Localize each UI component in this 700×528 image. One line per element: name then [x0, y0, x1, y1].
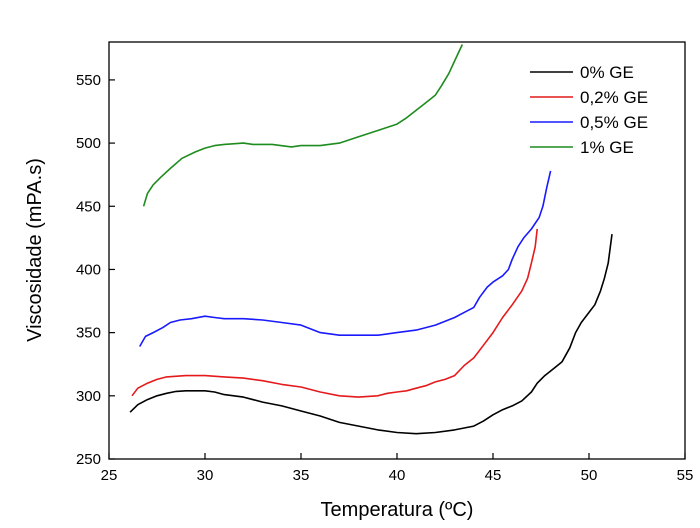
series-layer [129, 44, 613, 435]
legend-label-1: 0,2% GE [580, 88, 648, 107]
x-tick-label: 40 [389, 467, 406, 484]
legend: 0% GE 0,2% GE 0,5% GE 1% GE [530, 63, 648, 157]
y-tick-label: 300 [76, 388, 101, 405]
y-tick-label: 350 [76, 325, 101, 342]
y-tick-label: 400 [76, 261, 101, 278]
series-line-2 [139, 170, 552, 347]
x-tick-label: 45 [485, 467, 502, 484]
axis-ticks: 25 30 35 40 45 50 55 250 300 350 400 450 500 550 [76, 72, 693, 484]
legend-label-2: 0,5% GE [580, 113, 648, 132]
series-line-1 [131, 228, 538, 398]
legend-label-0: 0% GE [580, 63, 634, 82]
x-tick-label: 50 [581, 467, 598, 484]
x-axis-title: Temperatura (ºC) [321, 499, 474, 521]
x-tick-label: 35 [293, 467, 310, 484]
x-tick-label: 30 [197, 467, 214, 484]
y-axis-title: Viscosidade (mPA.s) [24, 158, 46, 342]
x-tick-label: 55 [677, 467, 694, 484]
series-line-0 [129, 233, 613, 435]
x-tick-label: 25 [101, 467, 118, 484]
y-tick-label: 550 [76, 72, 101, 89]
y-tick-label: 500 [76, 135, 101, 152]
legend-label-3: 1% GE [580, 138, 634, 157]
y-tick-label: 250 [76, 451, 101, 468]
y-tick-label: 450 [76, 198, 101, 215]
series-line-3 [142, 44, 464, 207]
